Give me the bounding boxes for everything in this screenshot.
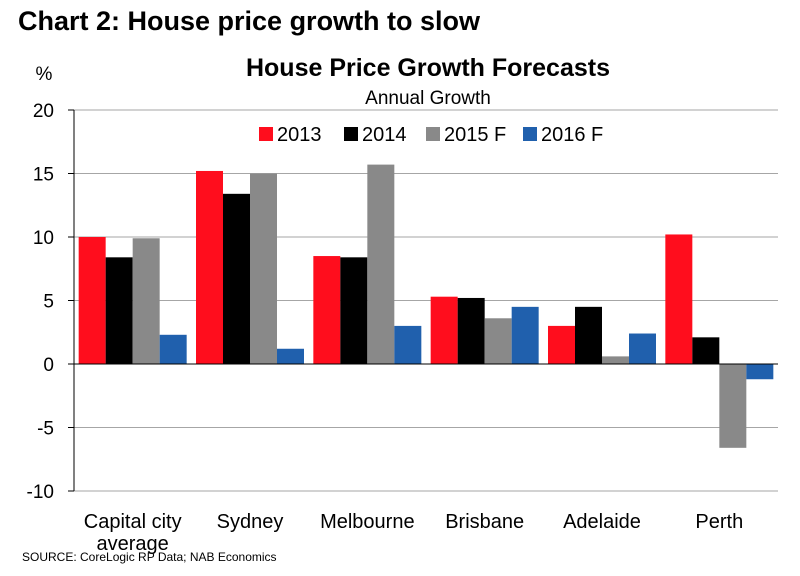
bar <box>277 348 304 364</box>
y-tick-label: 20 <box>33 101 54 122</box>
bar <box>548 325 575 364</box>
bar <box>746 364 774 380</box>
bar <box>250 173 277 364</box>
y-axis-unit: % <box>36 64 53 85</box>
bar <box>132 238 160 364</box>
bar <box>313 256 341 364</box>
bar <box>692 337 720 364</box>
bar <box>511 306 539 364</box>
chart-subtitle: Annual Growth <box>365 88 491 109</box>
x-tick-label: Adelaide <box>563 511 641 533</box>
bar <box>105 257 133 364</box>
bar <box>719 364 747 448</box>
legend-swatch <box>259 127 273 141</box>
category-labels: Capital city average Sydney Melbourne Brisba… <box>84 511 743 555</box>
bar <box>575 306 602 364</box>
x-tick-label: Perth <box>695 511 743 533</box>
x-tick-label: Sydney <box>217 511 284 533</box>
bar <box>629 333 656 364</box>
bar <box>159 334 187 364</box>
bar <box>394 325 422 364</box>
chart-title: House Price Growth Forecasts <box>246 54 610 82</box>
y-axis: -10 -5 0 5 10 15 20 <box>27 101 778 503</box>
bar <box>196 170 223 364</box>
bar <box>457 297 485 364</box>
bar <box>602 356 629 364</box>
x-tick-label: Capital city average <box>84 511 182 555</box>
legend-swatch <box>344 127 358 141</box>
legend: 2013 2014 2015 F 2016 F <box>259 124 603 146</box>
y-tick-label: -5 <box>37 419 54 440</box>
x-tick-label: Melbourne <box>320 511 415 533</box>
bar <box>367 164 395 364</box>
y-tick-label: 5 <box>43 292 54 313</box>
y-tick-label: 10 <box>33 228 54 249</box>
x-tick-label: Brisbane <box>445 511 524 533</box>
legend-label: 2014 <box>362 124 407 146</box>
bar <box>430 296 458 364</box>
bar <box>484 318 512 364</box>
bar <box>78 237 106 364</box>
source-note: SOURCE: CoreLogic RP Data; NAB Economics <box>22 550 277 564</box>
legend-label: 2013 <box>277 124 322 146</box>
y-tick-label: 0 <box>43 355 54 376</box>
chart-heading: Chart 2: House price growth to slow <box>18 6 481 36</box>
bar <box>340 257 368 364</box>
y-tick-label: 15 <box>33 165 54 186</box>
bar <box>223 193 250 364</box>
legend-swatch <box>523 127 537 141</box>
legend-swatch <box>426 127 440 141</box>
legend-label: 2015 F <box>444 124 506 146</box>
bar <box>665 234 693 364</box>
legend-label: 2016 F <box>541 124 603 146</box>
bars <box>78 164 774 448</box>
y-tick-label: -10 <box>27 482 54 503</box>
